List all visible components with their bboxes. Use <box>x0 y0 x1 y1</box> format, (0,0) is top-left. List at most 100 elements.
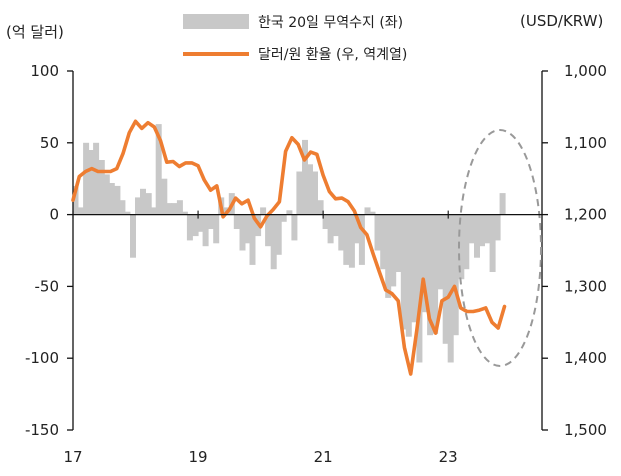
right-tick-label: 1,300 <box>564 277 607 295</box>
trade-balance-bar <box>307 164 313 215</box>
trade-balance-bar <box>244 214 251 244</box>
left-tick-label: -50 <box>35 277 60 295</box>
trade-balance-bar <box>103 174 110 215</box>
trade-balance-bar <box>202 214 209 247</box>
trade-balance-bar <box>291 214 298 241</box>
trade-balance-bar <box>390 214 397 287</box>
trade-balance-bar <box>395 214 402 272</box>
trade-balance-bar <box>197 214 204 232</box>
left-tick-label: 0 <box>49 206 59 224</box>
trade-balance-bar <box>479 214 485 247</box>
trade-balance-bar <box>114 185 121 215</box>
trade-balance-bar <box>421 214 428 313</box>
highlight-ellipse <box>458 129 542 367</box>
x-tick-label: 17 <box>63 448 82 466</box>
trade-balance-bar <box>353 214 360 244</box>
trade-balance-bar <box>484 214 490 244</box>
legend-label-bar: 한국 20일 무역수지 (좌) <box>258 15 403 31</box>
trade-balance-bar <box>213 214 220 244</box>
right-tick-label: 1,500 <box>564 421 607 439</box>
trade-balance-bar <box>302 139 308 215</box>
trade-balance-bar <box>327 214 334 244</box>
trade-balance-bar <box>499 193 506 215</box>
trade-balance-bar <box>338 214 345 251</box>
trade-balance-bar <box>296 171 303 215</box>
trade-balance-bar <box>380 214 387 270</box>
trade-balance-bar <box>348 214 355 268</box>
trade-balance-bar <box>385 214 392 298</box>
trade-balance-bar <box>119 200 126 215</box>
trade-balance-bar <box>181 211 188 215</box>
trade-balance-bar <box>161 178 168 215</box>
trade-balance-bar <box>260 207 267 215</box>
trade-balance-bar <box>265 214 272 247</box>
trade-balance-bar <box>280 214 287 222</box>
legend-label-line: 달러/원 환율 (우, 역계열) <box>258 47 407 63</box>
right-tick-label: 1,400 <box>564 349 607 367</box>
trade-balance-bar <box>171 203 178 215</box>
trade-balance-bar <box>83 142 90 215</box>
trade-balance-bar <box>442 214 449 344</box>
trade-balance-bar <box>427 214 434 336</box>
trade-balance-bar <box>432 214 439 334</box>
trade-balance-bar <box>452 214 459 336</box>
trade-balance-bar <box>176 200 183 215</box>
x-tick-label: 23 <box>439 448 458 466</box>
trade-balance-bar <box>474 214 480 258</box>
trade-balance-bar <box>186 214 193 241</box>
trade-balance-bar <box>130 214 136 258</box>
trade-balance-bar <box>494 214 501 241</box>
right-tick-label: 1,200 <box>564 206 607 224</box>
trade-balance-bar <box>108 183 115 215</box>
left-tick-label: -100 <box>25 349 59 367</box>
trade-balance-bar <box>437 214 444 290</box>
trade-balance-bar <box>140 188 146 215</box>
right-tick-label: 1,100 <box>564 134 607 152</box>
trade-balance-bar <box>98 160 105 215</box>
trade-balance-bar <box>239 214 246 251</box>
legend: 한국 20일 무역수지 (좌) 달러/원 환율 (우, 역계열) <box>183 14 407 63</box>
trade-balance-bar <box>208 214 215 229</box>
x-tick-label: 21 <box>314 448 333 466</box>
trade-balance-bar <box>233 214 240 229</box>
trade-balance-bar <box>400 214 407 330</box>
left-tick-label: 100 <box>30 62 59 80</box>
trade-balance-bar <box>416 214 423 363</box>
legend-swatch-bar <box>183 14 249 29</box>
trade-balance-bar <box>249 214 256 265</box>
trade-balance-bar <box>463 214 470 270</box>
trade-balance-bar <box>364 207 371 215</box>
trade-balance-bar <box>150 207 157 215</box>
trade-balance-bar <box>93 142 100 215</box>
trade-balance-bar <box>77 207 84 215</box>
left-axis-unit: (억 달러) <box>6 23 64 41</box>
right-axis-unit: (USD/KRW) <box>520 12 603 30</box>
trade-balance-bar <box>166 203 173 215</box>
trade-balance-bar <box>374 214 381 251</box>
trade-balance-bar <box>333 214 340 237</box>
trade-balance-bar <box>275 214 282 255</box>
trade-balance-bar <box>458 214 465 280</box>
trade-balance-bar <box>124 211 131 215</box>
trade-balance-bar <box>192 214 199 237</box>
trade-balance-bar <box>145 193 152 215</box>
trade-balance-bar <box>343 214 350 265</box>
trade-balance-bar <box>322 214 329 229</box>
trade-balance-bar <box>155 124 162 215</box>
trade-balance-bar <box>317 200 324 215</box>
trade-balance-bar <box>369 211 376 215</box>
x-tick-label: 19 <box>189 448 208 466</box>
trade-balance-bar <box>489 214 496 272</box>
trade-balance-bar <box>286 210 293 215</box>
left-tick-label: 50 <box>40 134 59 152</box>
trade-balance-bar <box>447 214 454 363</box>
trade-balance-bar <box>88 150 95 215</box>
trade-balance-bar <box>405 214 412 337</box>
trade-balance-bar <box>72 185 79 215</box>
usd-krw-line <box>71 119 507 376</box>
trade-balance-bar <box>358 214 365 265</box>
trade-balance-bar <box>468 214 475 244</box>
trade-balance-bars <box>72 124 506 363</box>
trade-balance-bar <box>312 171 318 215</box>
